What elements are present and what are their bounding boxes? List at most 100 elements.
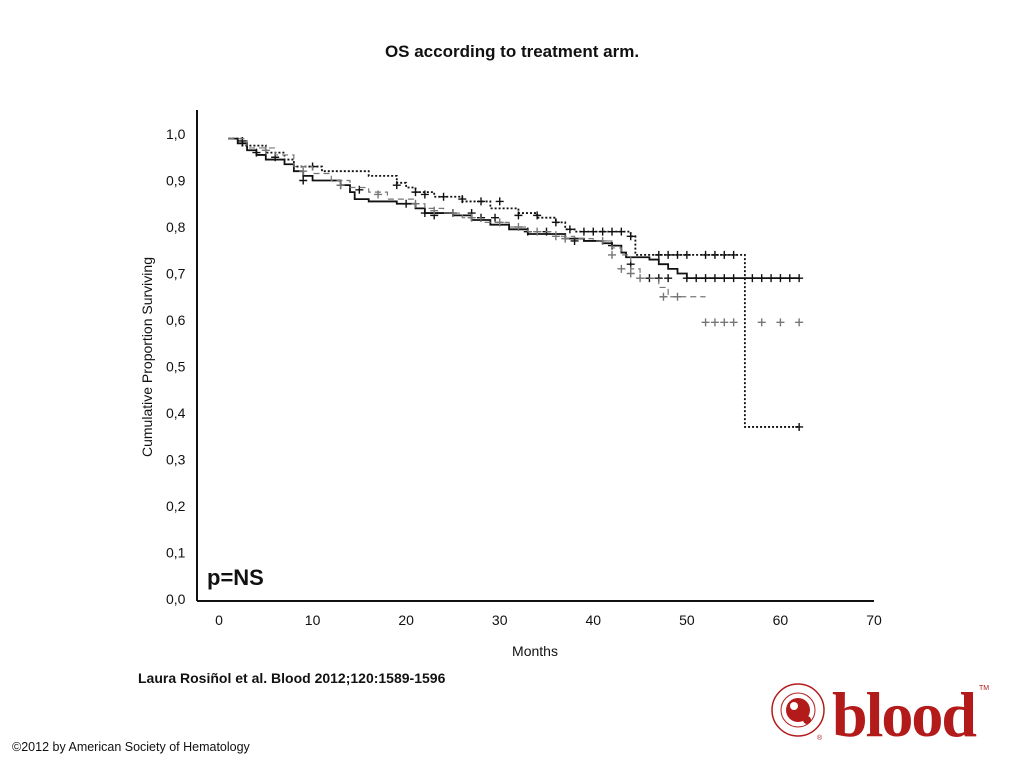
seal-inner-ring bbox=[780, 692, 816, 728]
x-tick-label: 10 bbox=[305, 612, 321, 628]
y-tick-label: 0,4 bbox=[166, 405, 186, 421]
y-tick-label: 0,9 bbox=[166, 173, 186, 189]
censor-mark bbox=[767, 274, 776, 283]
x-tick-label: 30 bbox=[492, 612, 508, 628]
axes bbox=[196, 110, 874, 602]
censor-mark bbox=[402, 199, 411, 208]
censor-mark bbox=[299, 176, 308, 185]
censor-mark bbox=[299, 167, 308, 176]
p-value-annotation: p=NS bbox=[207, 565, 264, 590]
x-tick-label: 20 bbox=[398, 612, 414, 628]
blood-cell-highlight-icon bbox=[790, 702, 798, 710]
survival-curve-dotted bbox=[228, 137, 800, 428]
censor-mark bbox=[710, 274, 719, 283]
censor-mark bbox=[710, 250, 719, 259]
y-tick-label: 1,0 bbox=[166, 126, 186, 142]
x-tick-label: 70 bbox=[866, 612, 882, 628]
censor-mark bbox=[608, 227, 616, 236]
censor-mark bbox=[720, 274, 729, 283]
x-tick-label: 40 bbox=[585, 612, 601, 628]
censor-mark bbox=[392, 181, 401, 190]
censor-mark bbox=[491, 213, 500, 222]
censor-mark bbox=[617, 227, 626, 236]
censor-mark bbox=[701, 274, 710, 283]
censor-mark bbox=[411, 188, 420, 197]
series-dotted bbox=[228, 137, 804, 431]
x-axis-title: Months bbox=[512, 643, 558, 659]
censor-mark bbox=[710, 318, 719, 327]
blood-cell-small-icon bbox=[803, 716, 811, 724]
series-dashed bbox=[228, 138, 804, 327]
censor-mark bbox=[795, 422, 804, 431]
censor-mark bbox=[420, 209, 429, 218]
censor-mark bbox=[701, 250, 710, 259]
censor-mark bbox=[420, 190, 429, 199]
y-tick-label: 0,7 bbox=[166, 266, 186, 282]
censor-mark bbox=[776, 318, 785, 327]
blood-journal-logo: blood TM ® bbox=[771, 679, 989, 746]
seal-outer-ring bbox=[771, 683, 825, 737]
y-tick-label: 0,6 bbox=[166, 312, 186, 328]
censor-mark bbox=[598, 227, 607, 236]
logo-wordmark: blood bbox=[832, 679, 976, 746]
censor-mark bbox=[729, 250, 738, 259]
censor-mark bbox=[589, 227, 598, 236]
y-tick-labels: 0,0 0,1 0,2 0,3 0,4 0,5 0,6 0,7 0,8 0,9 1,0 bbox=[166, 126, 186, 607]
x-tick-labels: 0 10 20 30 40 50 60 70 bbox=[215, 612, 882, 628]
censor-mark bbox=[757, 274, 766, 283]
censor-mark bbox=[374, 190, 383, 199]
survival-curve-solid bbox=[228, 137, 800, 280]
censor-mark bbox=[682, 274, 691, 283]
censor-mark bbox=[636, 274, 645, 283]
y-tick-label: 0,0 bbox=[166, 591, 186, 607]
censor-mark bbox=[579, 227, 588, 236]
registered-mark: ® bbox=[817, 734, 823, 742]
series-solid bbox=[228, 136, 804, 283]
censor-mark bbox=[692, 274, 701, 283]
citation: Laura Rosiñol et al. Blood 2012;120:1589… bbox=[138, 670, 446, 686]
censor-mark bbox=[430, 206, 439, 215]
censor-mark bbox=[467, 213, 476, 222]
censor-mark bbox=[551, 218, 560, 227]
censor-mark bbox=[673, 250, 682, 259]
censor-mark bbox=[729, 274, 738, 283]
censor-mark bbox=[561, 234, 570, 243]
censor-mark bbox=[682, 250, 691, 259]
censor-mark bbox=[664, 274, 673, 283]
x-tick-label: 50 bbox=[679, 612, 695, 628]
censor-mark bbox=[355, 185, 364, 194]
censor-mark bbox=[785, 274, 794, 283]
censor-mark bbox=[411, 199, 420, 208]
chart-title: OS according to treatment arm. bbox=[384, 42, 640, 61]
censor-mark bbox=[608, 250, 616, 259]
series-layer bbox=[228, 136, 804, 431]
censor-mark bbox=[626, 269, 635, 278]
y-tick-label: 0,1 bbox=[166, 545, 186, 561]
censor-mark bbox=[477, 197, 485, 206]
censor-mark bbox=[654, 250, 663, 259]
copyright-notice: ©2012 by American Society of Hematology bbox=[12, 740, 250, 754]
censor-mark bbox=[664, 250, 673, 259]
x-tick-label: 0 bbox=[215, 612, 223, 628]
censor-mark bbox=[757, 318, 766, 327]
y-tick-label: 0,3 bbox=[166, 452, 186, 468]
censor-mark bbox=[659, 292, 668, 301]
censor-mark bbox=[673, 292, 682, 301]
censor-mark bbox=[252, 148, 261, 157]
censor-mark bbox=[617, 264, 626, 273]
censor-mark bbox=[495, 218, 504, 227]
censor-mark bbox=[795, 318, 804, 327]
y-tick-label: 0,5 bbox=[166, 359, 186, 375]
censor-mark bbox=[626, 232, 635, 241]
y-axis-title: Cumulative Proportion Surviving bbox=[139, 257, 155, 457]
censor-mark bbox=[720, 250, 729, 259]
censor-mark bbox=[514, 211, 523, 220]
censor-mark bbox=[720, 318, 729, 327]
censor-mark bbox=[458, 195, 467, 204]
x-tick-label: 60 bbox=[773, 612, 789, 628]
censor-mark bbox=[748, 274, 757, 283]
censor-mark bbox=[261, 146, 270, 155]
censor-mark bbox=[336, 181, 345, 190]
trademark-mark: TM bbox=[979, 685, 989, 692]
censor-mark bbox=[729, 318, 738, 327]
